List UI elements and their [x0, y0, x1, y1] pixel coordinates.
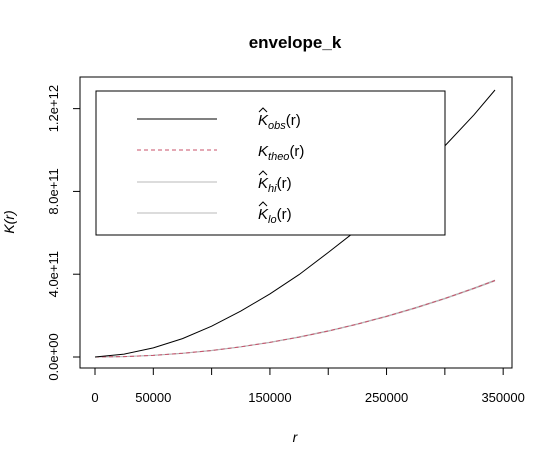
- legend-box: [95, 90, 446, 236]
- hat-accent: [258, 170, 268, 176]
- x-tick-label: 50000: [135, 390, 171, 405]
- x-axis-label: r: [293, 429, 299, 445]
- series-theo-line: [94, 280, 496, 358]
- chart-title: envelope_k: [249, 33, 342, 52]
- legend-label: Klo(r): [258, 206, 292, 226]
- y-tick-label: 4.0e+11: [46, 251, 61, 297]
- legend-entry-obs: Kobs(r): [137, 107, 301, 132]
- legend-label: Kobs(r): [258, 112, 301, 132]
- hat-accent: [258, 201, 268, 207]
- x-tick-label: 0: [91, 390, 98, 405]
- y-axis-label: K(r): [1, 210, 17, 233]
- legend-label: Ktheo(r): [258, 143, 304, 163]
- x-tick-label: 250000: [365, 390, 408, 405]
- legend: Kobs(r) Ktheo(r) Khi(r) Klo(r): [95, 90, 446, 236]
- legend-label: Khi(r): [258, 175, 292, 195]
- x-tick-label: 150000: [248, 390, 291, 405]
- series-lo-line: [94, 280, 496, 358]
- legend-entry-hi: Khi(r): [137, 170, 292, 195]
- y-tick-label: 1.2e+12: [46, 85, 61, 132]
- y-tick-label: 0.0e+00: [46, 333, 61, 380]
- series-hi-line: [94, 279, 496, 358]
- legend-entry-lo: Klo(r): [137, 201, 292, 226]
- hat-accent: [258, 107, 268, 113]
- x-axis: 0 50000 150000 250000 350000: [91, 367, 525, 405]
- y-tick-label: 8.0e+11: [46, 168, 61, 214]
- x-tick-label: 350000: [481, 390, 524, 405]
- y-axis: 0.0e+00 4.0e+11 8.0e+11 1.2e+12: [46, 85, 81, 381]
- legend-entry-theo: Ktheo(r): [137, 143, 304, 163]
